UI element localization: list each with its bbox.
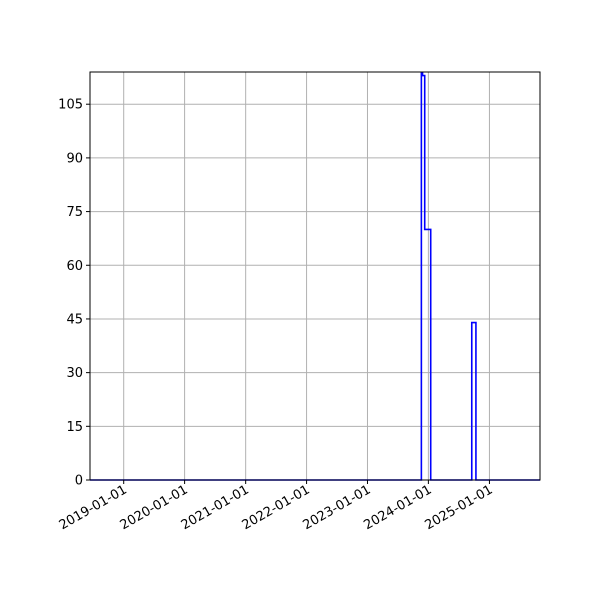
- axes-background: [90, 72, 540, 480]
- y-axis: 0 15 30 45 60 75 90 105: [58, 98, 90, 489]
- y-tick-label: 30: [66, 366, 83, 381]
- y-tick-label: 45: [66, 312, 83, 327]
- y-tick-label: 90: [66, 151, 83, 166]
- y-tick-label: 105: [58, 98, 83, 113]
- axes-frame: [89, 71, 541, 481]
- y-tick-label: 15: [66, 420, 83, 435]
- grid-lines: [90, 72, 540, 481]
- plot-area: [89, 71, 541, 481]
- y-tick-label: 75: [66, 205, 83, 220]
- y-tick-label: 0: [75, 474, 83, 489]
- y-tick-label: 60: [66, 259, 83, 274]
